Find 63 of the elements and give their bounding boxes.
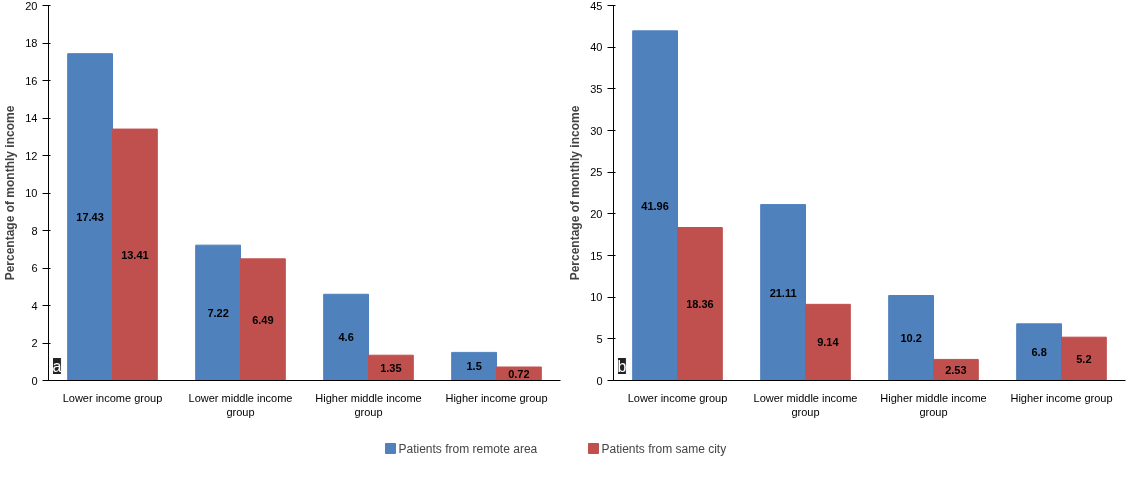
data-label: 18.36 (686, 298, 714, 310)
y-tick-label: 4 (31, 299, 38, 312)
x-tick-label: Lower middle income group (188, 391, 293, 418)
x-tick-label: Lower income group (627, 391, 728, 404)
data-label: 13.41 (121, 248, 149, 261)
bar (240, 258, 286, 381)
data-label: 17.43 (76, 211, 104, 224)
x-tick-label: Lower middle income group (753, 391, 858, 418)
y-axis-title: Percentage of monthly income (3, 105, 18, 281)
y-tick-label: 30 (590, 124, 603, 137)
y-tick-label: 25 (590, 166, 603, 179)
y-tick-label: 16 (25, 74, 38, 87)
y-tick-label: 0 (31, 374, 38, 387)
y-tick-label: 10 (25, 187, 38, 199)
x-tick-label: Higher middle income group (315, 391, 422, 418)
bar (888, 295, 934, 381)
y-tick-label: 45 (590, 0, 603, 12)
data-label: 4.6 (338, 331, 354, 344)
data-label: 7.22 (207, 306, 229, 319)
y-tick-label: 2 (31, 337, 38, 349)
y-tick-label: 40 (590, 41, 603, 54)
data-label: 6.8 (1031, 346, 1047, 359)
data-label: 6.49 (252, 313, 274, 326)
x-tick-label: Higher income group (1010, 391, 1113, 404)
bar (1061, 336, 1107, 381)
y-tick-label: 8 (31, 224, 38, 237)
bar (195, 244, 241, 381)
bar (67, 53, 113, 381)
y-tick-label: 20 (25, 0, 38, 12)
data-label: 0.72 (508, 367, 530, 380)
x-tick-label: Lower income group (62, 391, 163, 404)
y-tick-label: 6 (31, 262, 38, 274)
bar (632, 30, 678, 381)
data-label: 41.96 (641, 199, 669, 212)
y-tick-label: 35 (590, 82, 603, 95)
legend-label: Patients from remote area (398, 441, 538, 456)
bar (112, 128, 158, 381)
y-tick-label: 10 (590, 291, 603, 304)
data-label: 2.53 (945, 363, 967, 376)
y-axis-title: Percentage of monthly income (568, 105, 583, 281)
y-tick-label: 0 (596, 374, 603, 387)
data-label: 10.2 (900, 332, 922, 344)
annotation: b (617, 357, 627, 375)
data-label: 9.14 (817, 336, 840, 349)
x-tick-label: Higher income group (445, 391, 548, 404)
legend-label: Patients from same city (601, 441, 727, 456)
data-label: 1.35 (380, 361, 402, 374)
data-label: 1.5 (466, 360, 482, 373)
y-tick-label: 15 (590, 249, 603, 262)
y-tick-label: 18 (25, 37, 38, 49)
bar (677, 227, 723, 381)
bar (451, 351, 497, 381)
y-tick-label: 20 (590, 207, 603, 220)
y-tick-label: 14 (25, 112, 38, 124)
y-tick-label: 12 (25, 149, 38, 162)
bar (805, 303, 851, 381)
y-tick-label: 5 (596, 332, 603, 345)
x-tick-label: Higher middle income group (880, 391, 987, 418)
bar (760, 204, 806, 381)
data-label: 5.2 (1076, 352, 1092, 365)
data-label: 21.11 (769, 286, 797, 299)
bar (323, 293, 369, 381)
bar (1016, 323, 1062, 381)
